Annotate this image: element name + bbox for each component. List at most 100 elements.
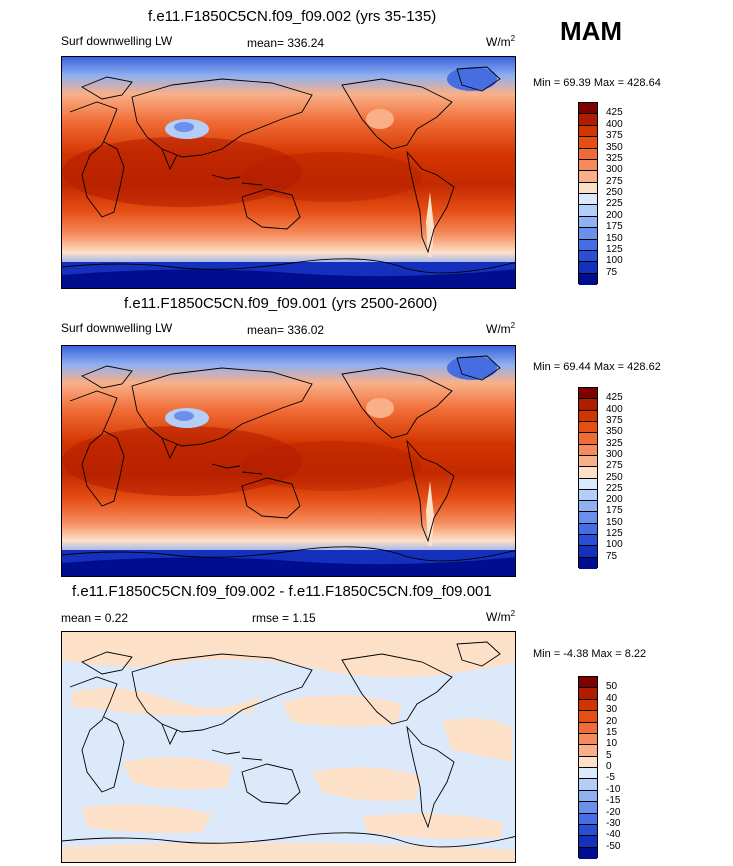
colorbar-swatch [579, 768, 597, 780]
colorbar-tick-label: -30 [606, 817, 621, 829]
colorbar-tick-label: 425 [606, 392, 623, 404]
colorbar-tick-label: 150 [606, 516, 623, 528]
panel3-units: W/m2 [486, 609, 516, 624]
colorbar-swatch [579, 779, 597, 791]
colorbar-swatch [579, 790, 597, 803]
colorbar-swatch [579, 114, 597, 126]
colorbar-tick-label: 30 [606, 704, 618, 716]
colorbar-tick-label: -10 [606, 783, 621, 795]
colorbar-tick-label: 375 [606, 130, 623, 142]
panel3-title: f.e11.F1850C5CN.f09_f09.002 - f.e11.F185… [72, 583, 492, 600]
colorbar-swatch [579, 677, 597, 689]
colorbar-tick-label: 400 [606, 118, 623, 130]
panel1-units: W/m2 [486, 34, 516, 49]
colorbar-swatch [579, 813, 597, 825]
colorbar-tick-label: 125 [606, 528, 623, 540]
colorbar-swatch [579, 194, 597, 206]
colorbar-tick-label: 100 [606, 539, 623, 551]
colorbar-swatch [579, 824, 597, 837]
panel3-rmse-label: rmse = 1.15 [252, 611, 316, 625]
colorbar-tick-label: 250 [606, 187, 623, 198]
panel2-title: f.e11.F1850C5CN.f09_f09.001 (yrs 2500-26… [124, 295, 438, 312]
colorbar-tick-label: 325 [606, 152, 623, 164]
colorbar-swatch [579, 433, 597, 445]
colorbar-tick-label: 250 [606, 471, 623, 483]
panel3-colorbar [578, 676, 598, 859]
colorbar-tick-label: 15 [606, 726, 618, 738]
colorbar-tick-label: 325 [606, 437, 623, 449]
colorbar-tick-label: 300 [606, 164, 623, 176]
colorbar-swatch [579, 523, 597, 536]
colorbar-swatch [579, 421, 597, 434]
colorbar-tick-label: 375 [606, 414, 623, 426]
colorbar-tick-label: -40 [606, 829, 621, 841]
colorbar-swatch [579, 535, 597, 547]
colorbar-tick-label: 0 [606, 761, 612, 772]
colorbar-tick-label: 425 [606, 107, 623, 119]
panel1-title: f.e11.F1850C5CN.f09_f09.002 (yrs 35-135) [148, 8, 437, 25]
colorbar-swatch [579, 733, 597, 746]
panel1-mean-label: mean= 336.24 [247, 36, 325, 50]
colorbar-tick-label: 225 [606, 198, 623, 210]
colorbar-swatch [579, 182, 597, 194]
colorbar-tick-label: 125 [606, 243, 623, 255]
colorbar-swatch [579, 388, 597, 400]
colorbar-tick-label: 275 [606, 460, 623, 472]
colorbar-tick-label: 75 [606, 550, 618, 562]
colorbar-swatch [579, 557, 597, 569]
panel3-map-svg [62, 632, 515, 862]
colorbar-swatch [579, 444, 597, 456]
colorbar-swatch [579, 802, 597, 814]
colorbar-swatch [579, 711, 597, 723]
colorbar-tick-label: 50 [606, 681, 618, 693]
colorbar-swatch [579, 836, 597, 848]
colorbar-tick-label: -20 [606, 806, 621, 818]
colorbar-tick-label: 40 [606, 692, 618, 704]
colorbar-tick-label: -15 [606, 795, 621, 807]
colorbar-swatch [579, 148, 597, 160]
colorbar-swatch [579, 250, 597, 263]
panel1-colorbar [578, 102, 598, 285]
panel2-units: W/m2 [486, 321, 516, 336]
colorbar-tick-label: 350 [606, 426, 623, 438]
colorbar-swatch [579, 467, 597, 479]
colorbar-swatch [579, 262, 597, 274]
colorbar-swatch [579, 512, 597, 524]
panel2-map-svg [62, 346, 515, 576]
colorbar-swatch [579, 228, 597, 240]
panel1-map [61, 56, 516, 289]
colorbar-swatch [579, 478, 597, 490]
colorbar-swatch [579, 205, 597, 217]
season-label: MAM [560, 16, 623, 46]
colorbar-swatch [579, 159, 597, 172]
panel2-variable-label: Surf downwelling LW [61, 321, 173, 335]
colorbar-swatch [579, 171, 597, 183]
colorbar-tick-label: 100 [606, 255, 623, 267]
colorbar-tick-label: 75 [606, 266, 618, 278]
colorbar-swatch [579, 688, 597, 700]
panel2-map [61, 345, 516, 577]
colorbar-tick-label: 200 [606, 494, 623, 506]
colorbar-swatch [579, 216, 597, 229]
panel3-mean-label: mean = 0.22 [61, 611, 129, 625]
colorbar-tick-label: 10 [606, 738, 618, 750]
colorbar-tick-label: -5 [606, 772, 615, 784]
panel2-minmax: Min = 69.44 Max = 428.62 [533, 361, 661, 373]
colorbar-tick-label: 400 [606, 403, 623, 415]
colorbar-tick-label: -50 [606, 840, 621, 852]
colorbar-swatch [579, 847, 597, 859]
colorbar-swatch [579, 745, 597, 757]
colorbar-swatch [579, 699, 597, 712]
colorbar-tick-label: 150 [606, 232, 623, 244]
colorbar-tick-label: 275 [606, 175, 623, 187]
panel1-minmax: Min = 69.39 Max = 428.64 [533, 77, 661, 89]
panel1-map-svg [62, 57, 515, 288]
colorbar-swatch [579, 399, 597, 411]
colorbar-tick-label: 20 [606, 715, 618, 727]
colorbar-tick-label: 200 [606, 209, 623, 221]
colorbar-swatch [579, 546, 597, 558]
colorbar-tick-label: 175 [606, 505, 623, 517]
colorbar-swatch [579, 103, 597, 115]
colorbar-tick-label: 225 [606, 482, 623, 494]
panel2-mean-label: mean= 336.02 [247, 323, 325, 337]
